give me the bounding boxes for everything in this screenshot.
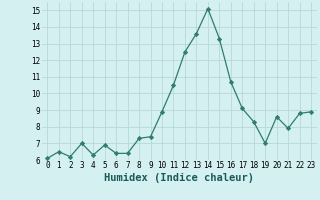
X-axis label: Humidex (Indice chaleur): Humidex (Indice chaleur) (104, 173, 254, 183)
